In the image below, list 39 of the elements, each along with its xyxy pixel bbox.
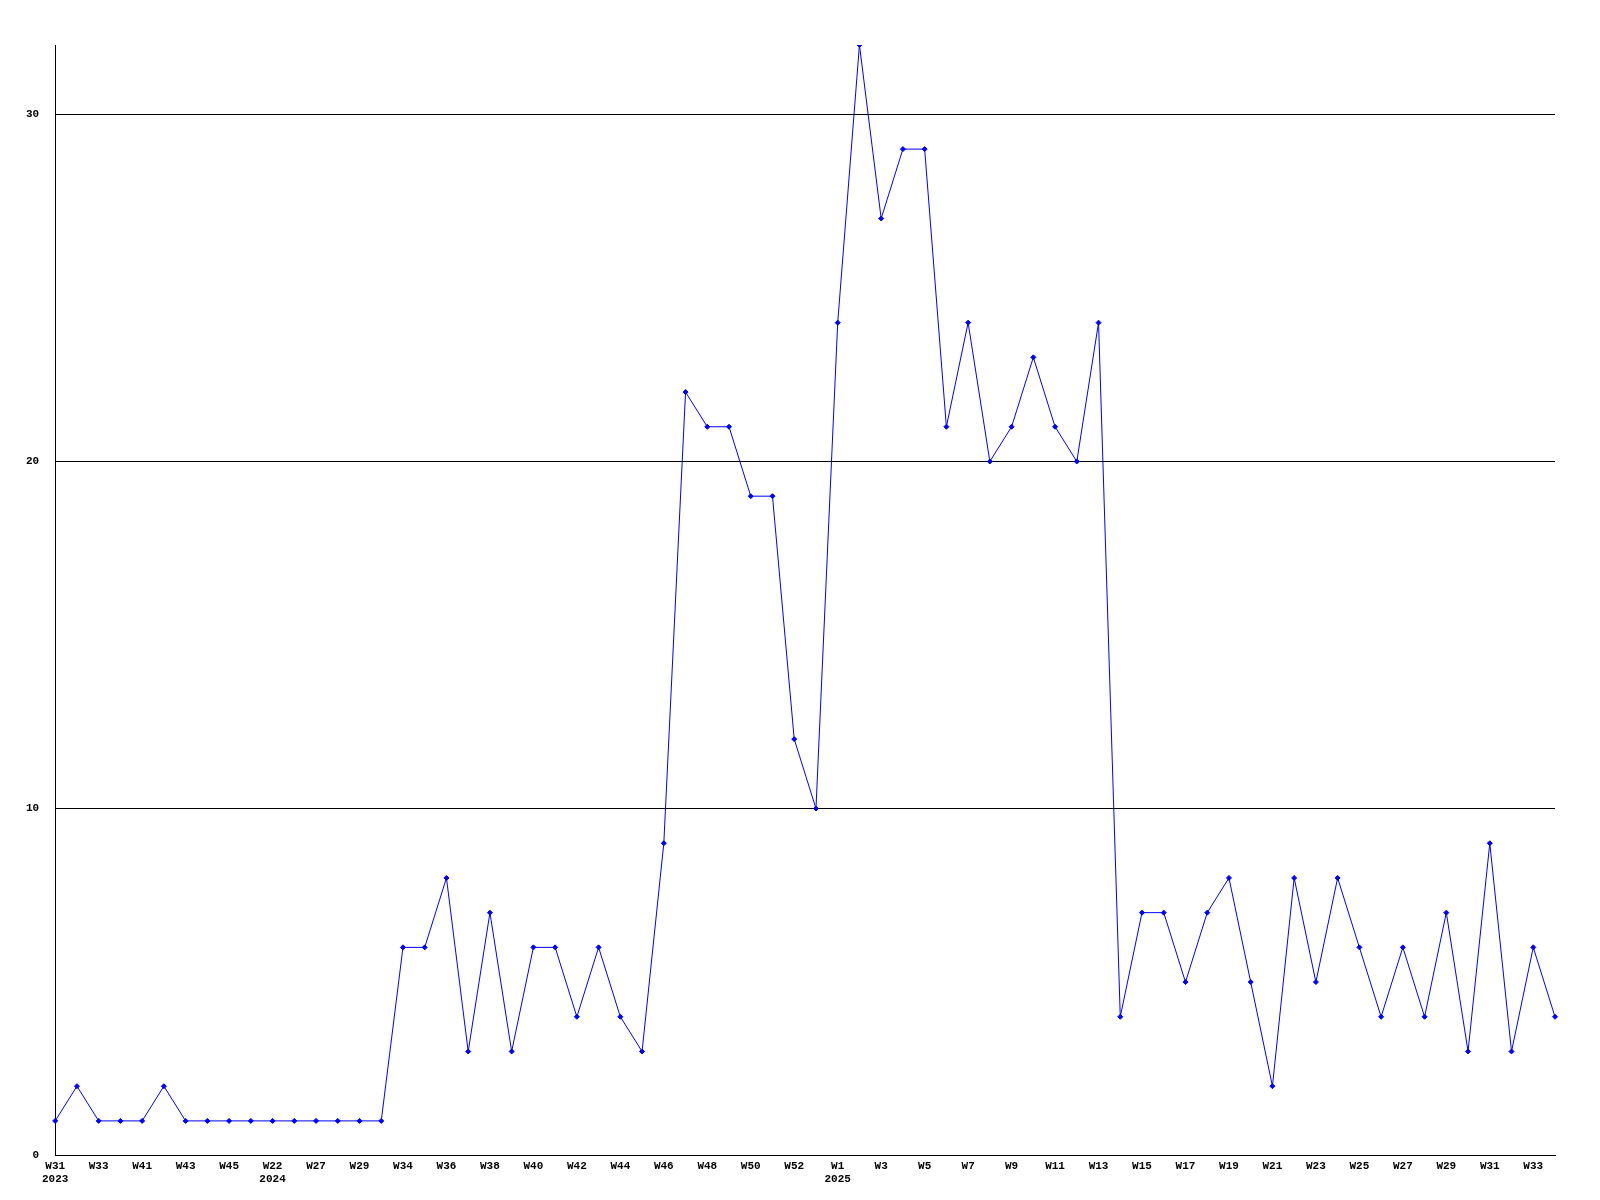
x-tick-label: W27 bbox=[306, 1159, 326, 1172]
x-tick-label: W42 bbox=[566, 1159, 587, 1172]
x-tick-label: W45 bbox=[219, 1159, 240, 1172]
x-tick-label: W21 bbox=[1262, 1159, 1283, 1172]
x-tick-label: W52 bbox=[784, 1159, 805, 1172]
y-tick-label: 10 bbox=[26, 802, 40, 815]
y-tick-label: 20 bbox=[26, 455, 40, 468]
x-tick-label: W9 bbox=[1004, 1159, 1019, 1172]
x-tick-label: W38 bbox=[480, 1159, 501, 1172]
x-tick-label: W1 2025 bbox=[824, 1159, 852, 1186]
x-tick-label: W48 bbox=[697, 1159, 718, 1172]
x-tick-label: W25 bbox=[1349, 1159, 1370, 1172]
x-tick-label: W7 bbox=[961, 1159, 975, 1172]
x-tick-label: W3 bbox=[874, 1159, 889, 1172]
y-tick-label: 30 bbox=[26, 108, 40, 121]
x-tick-label: W34 bbox=[393, 1159, 414, 1172]
x-tick-label: W23 bbox=[1306, 1159, 1327, 1172]
x-tick-label: W22 2024 bbox=[259, 1159, 287, 1186]
x-tick-label: W29 bbox=[349, 1159, 370, 1172]
x-tick-label: W46 bbox=[653, 1159, 674, 1172]
x-tick-label: W40 bbox=[523, 1159, 544, 1172]
x-tick-label: W13 bbox=[1088, 1159, 1109, 1172]
x-tick-label: W5 bbox=[918, 1159, 932, 1172]
x-tick-label: W11 bbox=[1045, 1159, 1066, 1172]
x-tick-label: W15 bbox=[1132, 1159, 1153, 1172]
x-tick-label: W31 bbox=[1479, 1159, 1501, 1172]
x-tick-label: W36 bbox=[436, 1159, 457, 1172]
x-tick-label: W41 bbox=[132, 1159, 153, 1172]
x-tick-label: W43 bbox=[175, 1159, 196, 1172]
x-tick-label: W29 bbox=[1436, 1159, 1457, 1172]
x-tick-label: W31 2023 bbox=[42, 1159, 69, 1186]
x-tick-label: W33 bbox=[1523, 1159, 1544, 1172]
x-tick-label: W19 bbox=[1219, 1159, 1239, 1172]
x-tick-label: W33 bbox=[88, 1159, 109, 1172]
x-tick-label: W50 bbox=[740, 1159, 761, 1172]
x-tick-label: W27 bbox=[1392, 1159, 1413, 1172]
x-tick-label: W44 bbox=[610, 1159, 631, 1172]
y-tick-label: 0 bbox=[32, 1149, 40, 1162]
x-tick-label: W17 bbox=[1175, 1159, 1196, 1172]
